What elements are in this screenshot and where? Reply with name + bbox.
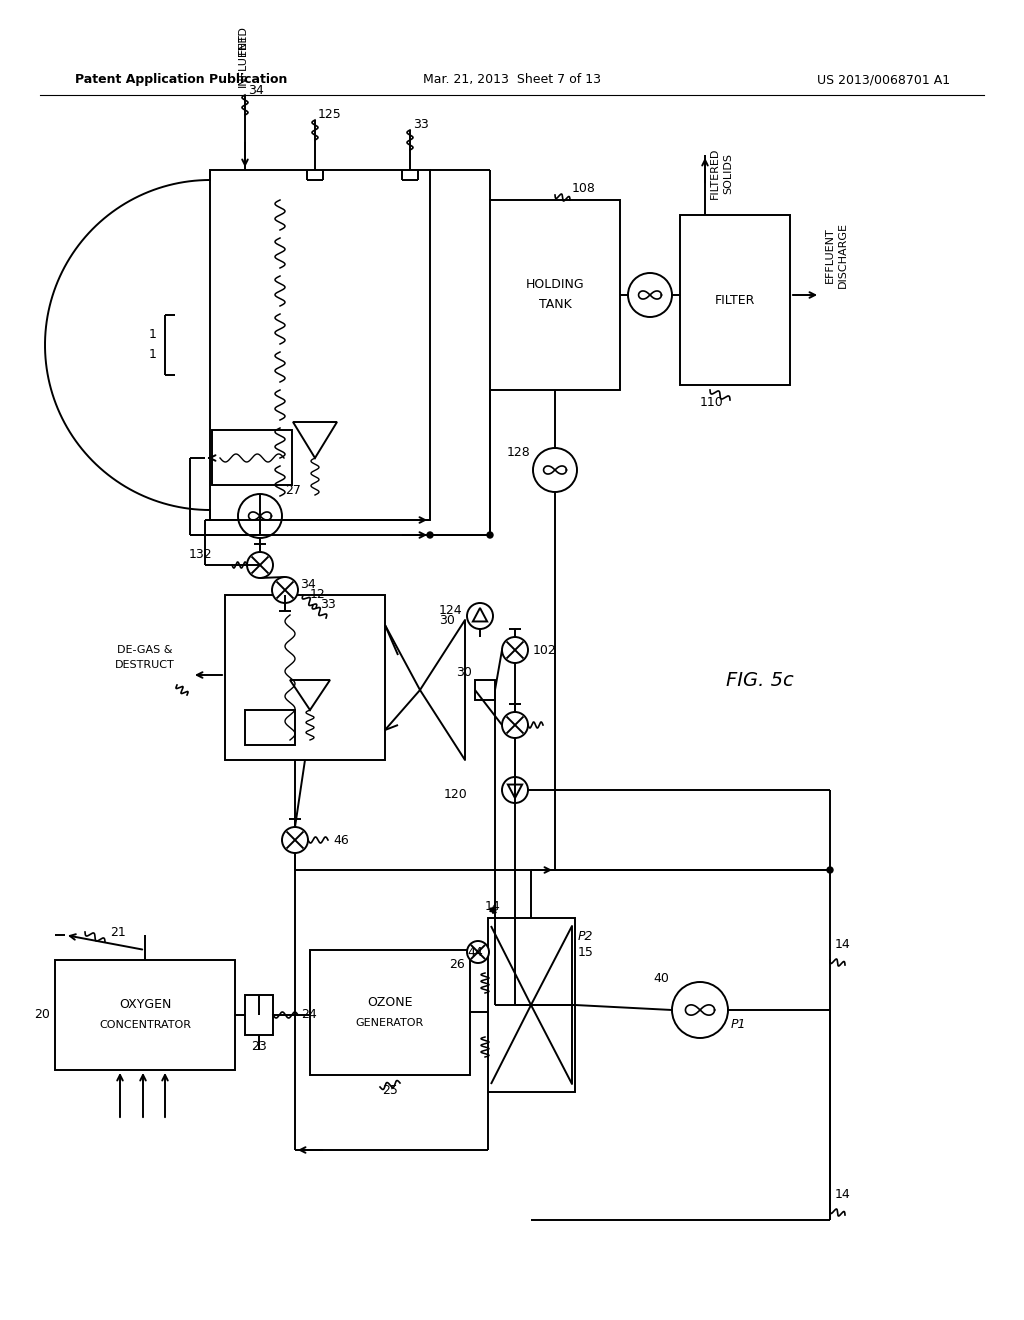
Bar — [225, 595, 385, 760]
Text: DE-GAS &: DE-GAS & — [118, 645, 173, 655]
Circle shape — [272, 577, 298, 603]
Text: FILTER: FILTER — [715, 293, 755, 306]
Text: 33: 33 — [413, 119, 429, 132]
Text: EFFLUENT: EFFLUENT — [825, 227, 835, 282]
Text: 27: 27 — [285, 484, 301, 498]
Text: 14: 14 — [485, 899, 501, 912]
Polygon shape — [293, 422, 337, 458]
Text: 25: 25 — [382, 1084, 398, 1097]
Circle shape — [672, 982, 728, 1038]
Text: US 2013/0068701 A1: US 2013/0068701 A1 — [817, 74, 950, 87]
Text: HOLDING: HOLDING — [525, 279, 585, 292]
Text: FEED: FEED — [238, 25, 248, 54]
Text: 108: 108 — [572, 181, 596, 194]
Circle shape — [282, 828, 308, 853]
Text: GENERATOR: GENERATOR — [356, 1018, 424, 1027]
Text: 20: 20 — [34, 1008, 50, 1022]
Text: 46: 46 — [333, 833, 349, 846]
Text: Patent Application Publication: Patent Application Publication — [75, 74, 288, 87]
Text: 1: 1 — [150, 329, 157, 342]
Polygon shape — [473, 609, 487, 622]
Bar — [212, 430, 292, 484]
Text: DISCHARGE: DISCHARGE — [838, 222, 848, 288]
Text: 110: 110 — [700, 396, 724, 409]
Text: 23: 23 — [251, 1040, 267, 1053]
Bar — [680, 215, 790, 385]
Circle shape — [827, 867, 833, 873]
Polygon shape — [290, 680, 330, 710]
Text: 102: 102 — [534, 644, 557, 656]
Text: OXYGEN: OXYGEN — [119, 998, 171, 1011]
Text: 21: 21 — [110, 925, 126, 939]
Text: OZONE: OZONE — [368, 997, 413, 1008]
Text: 30: 30 — [439, 615, 455, 627]
Text: 14: 14 — [835, 1188, 851, 1201]
Circle shape — [427, 532, 433, 539]
Bar — [488, 917, 575, 1092]
Text: 12: 12 — [310, 589, 326, 602]
Bar — [55, 960, 234, 1071]
Text: Mar. 21, 2013  Sheet 7 of 13: Mar. 21, 2013 Sheet 7 of 13 — [423, 74, 601, 87]
Text: FIG. 5c: FIG. 5c — [726, 671, 794, 689]
Circle shape — [487, 532, 493, 539]
Circle shape — [247, 552, 273, 578]
Circle shape — [467, 941, 489, 964]
Text: 34: 34 — [248, 83, 264, 96]
Text: 33: 33 — [319, 598, 336, 611]
Text: INFLUENT: INFLUENT — [238, 33, 248, 87]
Bar — [475, 680, 495, 700]
Text: P2: P2 — [578, 929, 594, 942]
Text: CONCENTRATOR: CONCENTRATOR — [99, 1020, 191, 1030]
Bar — [245, 710, 295, 744]
Bar — [210, 170, 430, 520]
Text: SOLIDS: SOLIDS — [723, 153, 733, 194]
Circle shape — [467, 603, 493, 630]
Text: 132: 132 — [188, 549, 212, 561]
Circle shape — [628, 273, 672, 317]
Text: 128: 128 — [506, 446, 530, 459]
Text: FILTERED: FILTERED — [710, 148, 720, 199]
Polygon shape — [508, 784, 522, 799]
Text: 120: 120 — [443, 788, 467, 801]
Text: 34: 34 — [300, 578, 315, 591]
Text: 14: 14 — [835, 939, 851, 952]
Text: 1: 1 — [150, 348, 157, 362]
Circle shape — [502, 777, 528, 803]
Text: P1: P1 — [731, 1019, 746, 1031]
Text: TANK: TANK — [539, 298, 571, 312]
Text: 125: 125 — [318, 108, 342, 121]
Text: 124: 124 — [438, 605, 462, 618]
Bar — [245, 995, 273, 1035]
Circle shape — [534, 447, 577, 492]
Circle shape — [238, 494, 282, 539]
Text: 30: 30 — [456, 665, 472, 678]
Bar — [310, 950, 470, 1074]
Circle shape — [502, 638, 528, 663]
Text: 44: 44 — [467, 945, 483, 958]
Text: 26: 26 — [450, 958, 465, 972]
Text: 40: 40 — [653, 973, 669, 986]
Text: 24: 24 — [301, 1008, 316, 1022]
Circle shape — [502, 711, 528, 738]
Text: 15: 15 — [578, 946, 594, 960]
Bar — [490, 201, 620, 389]
Text: DESTRUCT: DESTRUCT — [115, 660, 175, 671]
